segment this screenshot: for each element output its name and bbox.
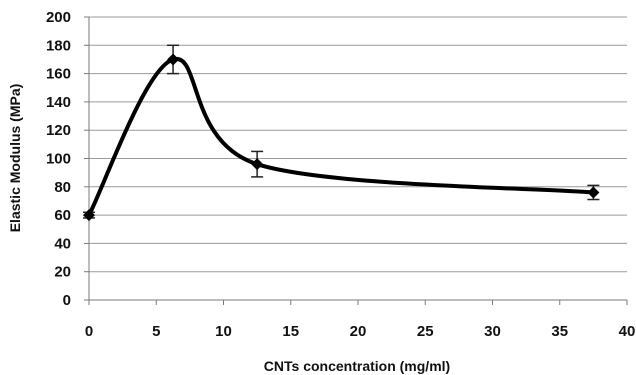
y-tick-label: 180 xyxy=(46,37,71,54)
y-axis-title: Elastic Modulus (MPa) xyxy=(7,84,23,233)
y-tick-label: 100 xyxy=(46,151,71,168)
x-tick-label: 20 xyxy=(350,323,367,340)
x-tick-label: 10 xyxy=(215,323,232,340)
y-tick-label: 120 xyxy=(46,122,71,139)
y-tick-label: 80 xyxy=(54,179,71,196)
x-tick-label: 5 xyxy=(152,323,160,340)
x-tick-labels: 0 5 10 15 20 25 30 35 40 xyxy=(85,323,636,340)
series-line-layer xyxy=(87,57,596,218)
y-tick-label: 200 xyxy=(46,9,71,26)
gridlines xyxy=(89,16,627,273)
data-point-marker xyxy=(83,209,95,222)
data-point-marker xyxy=(587,186,600,199)
y-tick-label: 140 xyxy=(46,94,71,111)
x-tick-label: 15 xyxy=(282,323,299,340)
y-tick-label: 0 xyxy=(63,292,71,309)
y-tick-label: 40 xyxy=(54,235,71,252)
y-tick-labels: 0 20 40 60 80 100 120 140 160 180 200 xyxy=(46,9,71,309)
x-tick-label: 30 xyxy=(484,323,501,340)
axes xyxy=(84,16,628,305)
x-tick-label: 35 xyxy=(551,323,568,340)
x-axis-title: CNTs concentration (mg/ml) xyxy=(264,358,450,374)
x-tick-label: 0 xyxy=(85,323,93,340)
x-tick-label: 25 xyxy=(417,323,434,340)
markers xyxy=(83,53,600,222)
series-line xyxy=(87,57,596,218)
y-tick-label: 160 xyxy=(46,66,71,83)
data-point-marker xyxy=(167,53,180,66)
y-tick-label: 60 xyxy=(54,207,71,224)
x-tick-label: 40 xyxy=(619,323,636,340)
y-tick-label: 20 xyxy=(54,264,71,281)
data-point-marker xyxy=(251,158,264,171)
